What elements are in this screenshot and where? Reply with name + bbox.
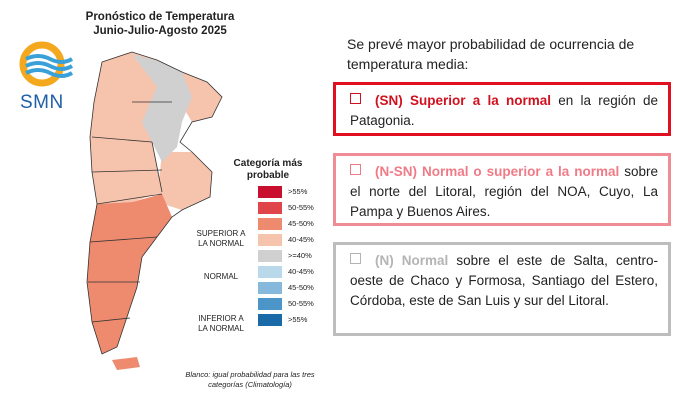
map-title-line1: Pronóstico de Temperatura <box>85 11 235 23</box>
legend-swatch-label: 50-55% <box>288 299 314 308</box>
legend-group-inferior-line2: LA NORMAL <box>198 324 244 333</box>
legend-group-superior: SUPERIOR A LA NORMAL <box>186 229 256 249</box>
legend-swatch-label: >55% <box>288 315 308 324</box>
smn-logo-icon <box>19 41 73 87</box>
n-highlight: (N) Normal <box>375 253 449 268</box>
legend-swatch <box>258 298 282 310</box>
legend-group-inferior-line1: INFERIOR A <box>198 314 244 323</box>
region-litoral-north <box>180 72 222 122</box>
sn-highlight: (SN) Superior a la normal <box>375 93 551 108</box>
region-tierra-del-fuego <box>112 357 140 370</box>
legend-swatch <box>258 234 282 246</box>
legend-title: Categoría más probable <box>232 158 304 182</box>
legend-swatch-label: 40-45% <box>288 267 314 276</box>
region-north-west <box>90 52 167 204</box>
legend-group-normal: NORMAL <box>203 272 239 281</box>
legend-swatch-label: 50-55% <box>288 203 314 212</box>
checkbox-icon <box>350 93 361 104</box>
legend-title-line2: probable <box>246 170 290 181</box>
legend-swatch <box>258 202 282 214</box>
intro-text: Se prevé mayor probabilidad de ocurrenci… <box>347 36 635 72</box>
region-patagonia <box>87 194 172 354</box>
legend-swatch <box>258 250 282 262</box>
sn-rest: en la región de Patagonia. <box>350 93 658 128</box>
legend-swatch-label: 45-50% <box>288 283 314 292</box>
legend-swatch <box>258 282 282 294</box>
nsn-highlight: (N-SN) Normal o superior a la normal <box>375 164 620 179</box>
forecast-map <box>86 51 223 370</box>
legend-swatch-label: 45-50% <box>288 219 314 228</box>
legend-swatch <box>258 314 282 326</box>
checkbox-icon <box>350 164 361 175</box>
legend-note-line2: categorías (Climatología) <box>208 380 292 389</box>
n-rest: sobre el este de Salta, centro-oeste de … <box>350 253 658 308</box>
region-buenos-aires <box>157 152 212 210</box>
map-title-line2: Junio-Julio-Agosto 2025 <box>93 25 227 37</box>
logo-text: SMN <box>20 92 64 113</box>
legend-swatch <box>258 218 282 230</box>
legend-group-inferior: INFERIOR A LA NORMAL <box>186 314 256 334</box>
map-title: Pronóstico de Temperatura Junio-Julio-Ag… <box>70 10 250 38</box>
legend-swatch <box>258 266 282 278</box>
legend-group-superior-line2: LA NORMAL <box>198 239 244 248</box>
box-superior: (SN) Superior a la normal en la región d… <box>333 82 671 136</box>
legend-swatch-label: 40-45% <box>288 235 314 244</box>
legend-title-line1: Categoría más <box>233 158 303 169</box>
legend-swatch-label: >=40% <box>288 251 312 260</box>
legend-note: Blanco: igual probabilidad para las tres… <box>150 370 350 390</box>
checkbox-icon <box>350 253 361 264</box>
legend-swatch <box>258 186 282 198</box>
nsn-rest: sobre el norte del Litoral, región del N… <box>350 164 658 219</box>
legend-swatch-label: >55% <box>288 187 308 196</box>
legend-group-superior-line1: SUPERIOR A <box>196 229 246 238</box>
region-normal <box>132 54 192 162</box>
legend-note-line1: Blanco: igual probabilidad para las tres <box>185 370 315 379</box>
box-normal: (N) Normal sobre el este de Salta, centr… <box>333 242 671 336</box>
box-normal-superior: (N-SN) Normal o superior a la normal sob… <box>333 153 671 226</box>
